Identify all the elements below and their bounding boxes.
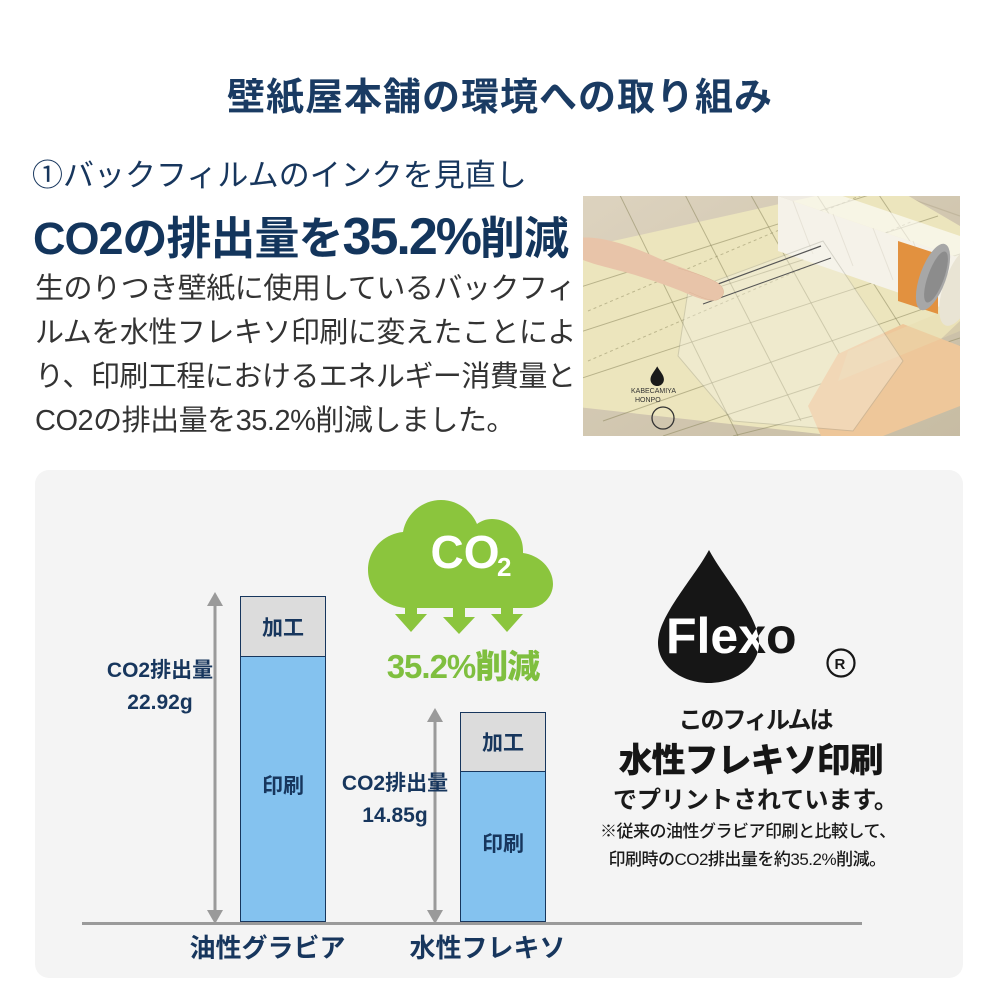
svg-text:R: R [835,656,846,673]
svg-text:HONPO: HONPO [635,397,661,404]
svg-text:KABECAMIYA: KABECAMIYA [631,388,676,395]
